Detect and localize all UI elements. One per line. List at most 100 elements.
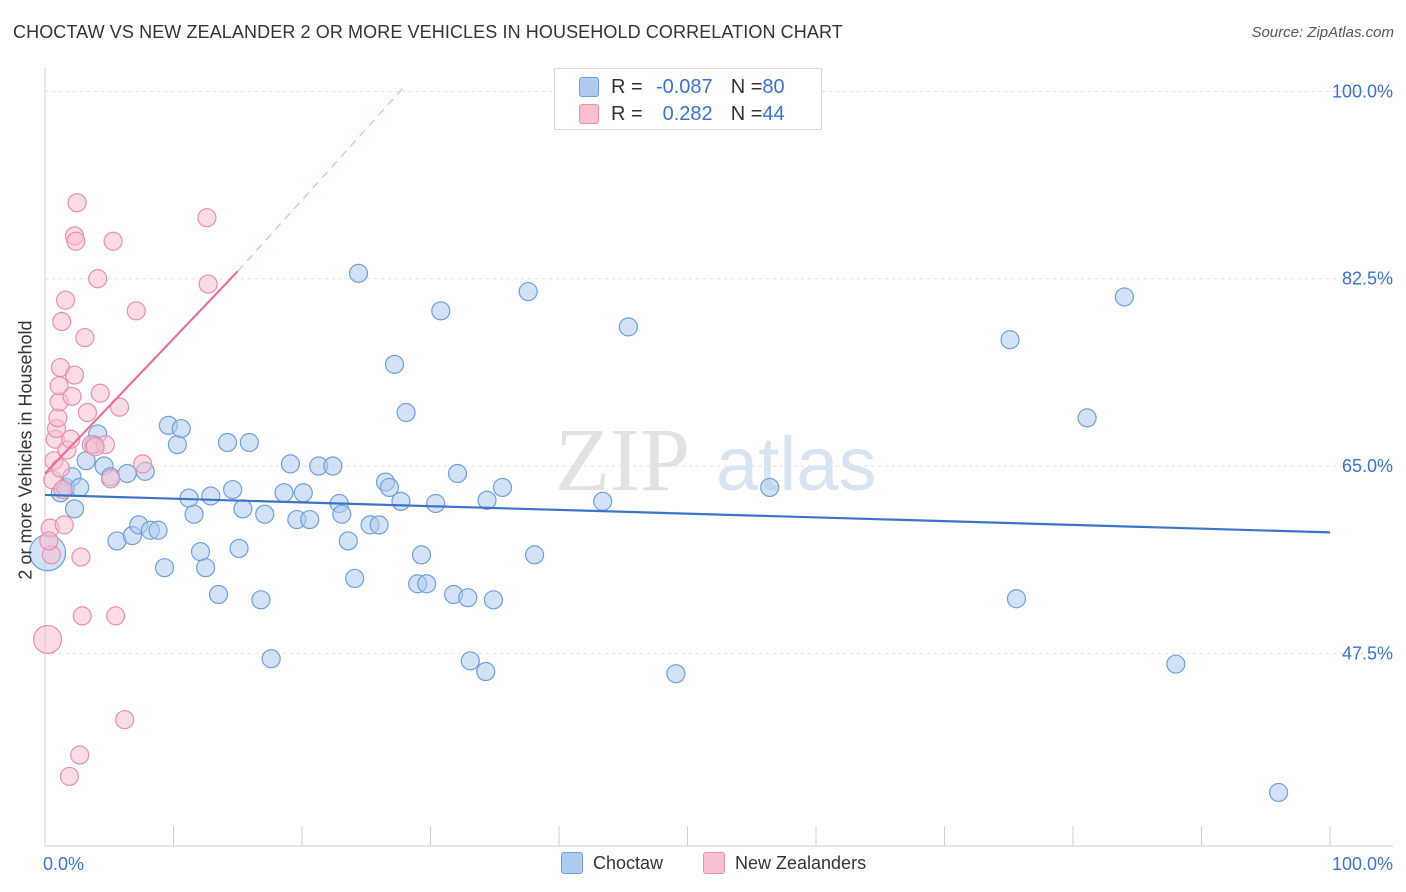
legend-n-value: 80	[762, 75, 785, 98]
point-new-zealander	[85, 437, 105, 457]
y-axis-label-wrap: 2 or more Vehicles in Household	[6, 70, 46, 830]
bottom-legend-choctaw: Choctaw	[561, 852, 663, 874]
trend-line-new-zealander	[44, 270, 239, 475]
point-choctaw	[518, 281, 538, 302]
x-tick-label: 100.0%	[1332, 854, 1393, 874]
y-axis-label: 2 or more Vehicles in Household	[15, 320, 36, 580]
point-choctaw	[476, 661, 496, 682]
point-choctaw	[229, 538, 249, 559]
point-choctaw	[391, 491, 411, 511]
point-new-zealander	[52, 311, 72, 332]
point-choctaw	[666, 664, 686, 684]
legend-r-value: 0.282	[662, 102, 713, 125]
point-choctaw	[251, 590, 271, 610]
point-choctaw	[1114, 287, 1135, 307]
legend-n-key: N =	[730, 75, 763, 98]
legend-r-key: R =	[611, 75, 643, 98]
bottom-legend-label-choctaw: Choctaw	[593, 852, 664, 873]
watermark: ZIP atlas	[555, 411, 877, 510]
point-choctaw	[239, 432, 259, 453]
point-new-zealander	[66, 231, 86, 251]
watermark-zip: ZIP	[555, 411, 690, 510]
point-choctaw	[460, 651, 480, 671]
point-choctaw	[348, 263, 369, 283]
point-new-zealander	[103, 231, 123, 251]
x-tick-label: 0.0%	[43, 854, 84, 874]
point-new-zealander	[59, 766, 80, 787]
point-new-zealander	[70, 745, 90, 765]
legend-n-key: N =	[730, 102, 763, 125]
y-tick-label: 100.0%	[1332, 81, 1393, 101]
point-choctaw	[396, 402, 416, 423]
point-choctaw	[255, 504, 275, 524]
point-new-zealander	[48, 408, 68, 428]
trend-line-choctaw	[44, 493, 1331, 534]
chart-source: Source: ZipAtlas.com	[1251, 24, 1394, 41]
point-new-zealander	[100, 469, 121, 489]
point-choctaw	[332, 504, 352, 524]
legend-row-choctaw: R = -0.087 N = 80	[579, 75, 785, 99]
point-choctaw	[261, 649, 281, 669]
point-new-zealander	[54, 515, 74, 535]
point-new-zealander	[62, 386, 82, 407]
point-new-zealander	[39, 531, 59, 551]
point-choctaw	[323, 456, 343, 476]
legend-r-value: -0.087	[655, 75, 713, 98]
point-choctaw	[171, 418, 191, 439]
point-choctaw	[64, 499, 85, 519]
point-choctaw	[280, 454, 301, 474]
bottom-swatch-nz	[703, 852, 725, 874]
point-choctaw	[201, 486, 221, 506]
legend-n-value: 44	[762, 102, 785, 125]
point-choctaw	[1006, 589, 1027, 609]
point-choctaw	[293, 483, 313, 503]
point-new-zealander	[126, 301, 146, 321]
point-new-zealander	[72, 606, 92, 626]
point-new-zealander	[55, 290, 76, 310]
point-choctaw	[148, 520, 168, 540]
chart-title: CHOCTAW VS NEW ZEALANDER 2 OR MORE VEHIC…	[13, 22, 843, 42]
point-choctaw	[426, 493, 446, 514]
point-choctaw	[369, 515, 389, 535]
point-choctaw	[431, 301, 451, 321]
data-points	[28, 193, 1289, 803]
point-choctaw	[492, 477, 513, 498]
legend-r-key: R =	[611, 102, 643, 125]
trend-line-new-zealander-extension	[237, 85, 406, 272]
point-choctaw	[384, 354, 405, 374]
point-new-zealander	[61, 429, 81, 449]
point-choctaw	[274, 483, 294, 503]
point-new-zealander	[106, 606, 126, 626]
point-choctaw	[223, 479, 243, 500]
point-new-zealander	[32, 624, 63, 655]
point-new-zealander	[67, 193, 87, 213]
y-tick-label: 65.0%	[1342, 456, 1393, 476]
bottom-legend-label-nz: New Zealanders	[735, 852, 867, 873]
tick-labels: 47.5% 65.0% 82.5% 100.0% 0.0% 100.0%	[43, 81, 1393, 874]
point-choctaw	[760, 477, 780, 498]
point-choctaw	[417, 574, 437, 594]
point-choctaw	[1268, 782, 1289, 803]
trend-lines	[44, 85, 1331, 534]
point-new-zealander	[109, 397, 130, 417]
point-choctaw	[593, 491, 613, 511]
point-new-zealander	[53, 479, 73, 500]
point-choctaw	[233, 499, 253, 519]
point-new-zealander	[133, 454, 153, 474]
point-choctaw	[217, 432, 238, 453]
point-choctaw	[196, 558, 216, 578]
point-new-zealander	[71, 547, 91, 567]
correlation-legend: R = -0.087 N = 80 R = 0.282 N = 44	[554, 68, 822, 130]
point-new-zealander	[64, 365, 85, 385]
point-choctaw	[1077, 408, 1097, 428]
point-choctaw	[117, 463, 137, 484]
point-choctaw	[411, 545, 432, 565]
legend-swatch-choctaw	[579, 77, 599, 97]
point-choctaw	[154, 558, 175, 578]
y-tick-label: 47.5%	[1342, 643, 1393, 663]
point-choctaw	[477, 490, 497, 510]
bottom-swatch-choctaw	[561, 852, 583, 874]
point-choctaw	[184, 504, 204, 524]
point-choctaw	[447, 463, 468, 484]
